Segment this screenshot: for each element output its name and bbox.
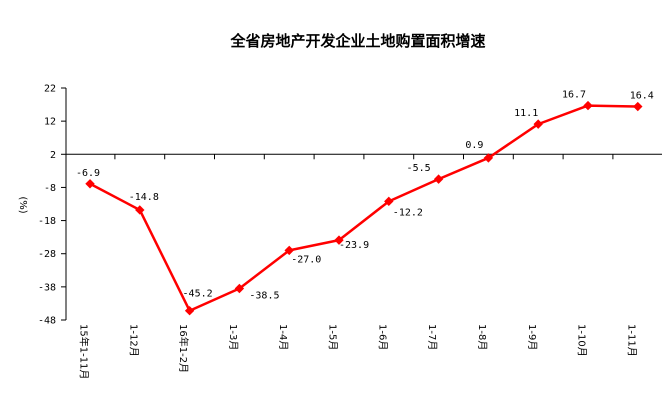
data-point-marker	[433, 174, 444, 184]
data-label: -14.8	[129, 192, 159, 203]
x-tick-label: 1-6月	[376, 324, 388, 350]
data-label: 16.4	[630, 91, 654, 102]
x-axis-ticks: 15年1-11月 1-12月 16年1-2月 1-3月 1-4月 1-5月 1-6月 1-7月…	[78, 154, 637, 379]
x-tick-label: 1-3月	[227, 324, 239, 350]
data-point-marker	[135, 205, 145, 215]
y-tick-label: -48	[38, 316, 56, 327]
x-tick-label: 1-11月	[625, 324, 637, 357]
series-line	[85, 100, 643, 316]
data-labels: -6.9 -14.8 -45.2 -38.5 -27.0 -23.9 -12.2 -5.5 0.…	[76, 90, 654, 302]
data-label: -45.2	[183, 289, 213, 300]
y-tick-label: -38	[38, 282, 56, 293]
data-point-marker	[384, 196, 394, 207]
data-label: -6.9	[76, 168, 100, 179]
data-point-marker	[583, 100, 593, 111]
y-tick-label: 22	[44, 84, 56, 95]
chart-title: 全省房地产开发企业土地购置面积增速	[229, 32, 485, 50]
x-tick-label: 1-7月	[426, 324, 438, 350]
data-label: 11.1	[514, 108, 538, 119]
x-tick-label: 1-4月	[277, 324, 289, 350]
data-label: -38.5	[249, 291, 279, 302]
data-point-marker	[184, 306, 195, 316]
data-label: 0.9	[465, 140, 483, 151]
y-tick-label: 2	[50, 150, 56, 161]
y-tick-label: -28	[38, 249, 56, 260]
data-point-marker	[334, 235, 344, 245]
x-tick-label: 15年1-11月	[78, 324, 91, 379]
x-tick-label: 16年1-2月	[177, 324, 190, 373]
data-label: -5.5	[407, 163, 431, 174]
data-label: -27.0	[291, 254, 321, 265]
data-point-marker	[234, 283, 245, 294]
data-point-marker	[533, 119, 543, 129]
x-tick-label: 1-10月	[576, 324, 588, 357]
x-tick-label: 1-8月	[476, 324, 488, 350]
data-point-marker	[284, 245, 294, 256]
data-label: 16.7	[562, 90, 586, 101]
y-tick-label: 12	[44, 117, 56, 128]
x-tick-label: 1-12月	[127, 324, 139, 357]
x-tick-label: 1-9月	[526, 324, 538, 350]
data-label: -23.9	[339, 240, 369, 251]
data-label: -12.2	[393, 207, 423, 218]
data-point-marker	[483, 153, 494, 163]
data-point-marker	[85, 179, 95, 189]
x-tick-label: 1-5月	[327, 324, 339, 350]
y-tick-label: -18	[38, 216, 56, 227]
y-axis-ticks: 22 12 2 -8 -18 -28 -38 -48	[38, 84, 66, 327]
axes	[65, 88, 662, 320]
y-axis-label: (%)	[17, 196, 28, 213]
series-polyline	[89, 104, 638, 312]
y-tick-label: -8	[44, 183, 56, 194]
data-point-marker	[633, 101, 643, 112]
